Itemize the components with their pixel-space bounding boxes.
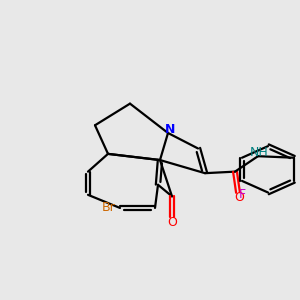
- Text: Br: Br: [102, 202, 116, 214]
- Text: O: O: [167, 216, 177, 229]
- Text: O: O: [234, 191, 244, 204]
- Text: NH: NH: [250, 146, 269, 159]
- Text: F: F: [238, 188, 246, 200]
- Text: N: N: [165, 123, 175, 136]
